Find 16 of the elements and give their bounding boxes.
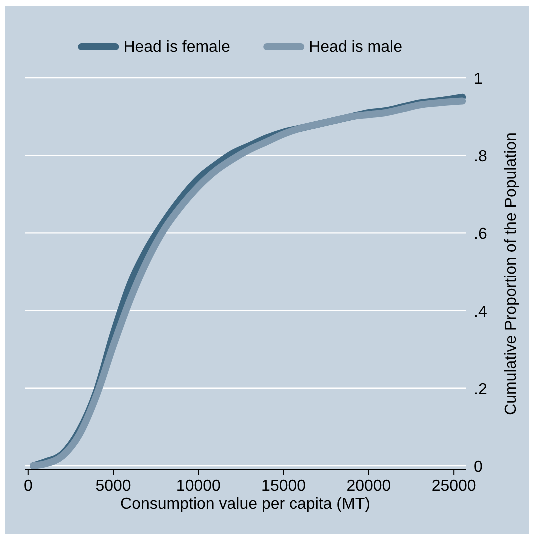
y-tick-label: .8 [474,148,488,166]
y-tick-label: .6 [474,226,488,244]
x-tick-label: 10000 [176,478,222,495]
x-axis-title: Consumption value per capita (MT) [120,496,370,513]
x-tick-label: 20000 [346,478,392,495]
y-tick-label: .2 [474,381,488,398]
x-tick-label: 15000 [262,478,306,495]
legend-label: Head is male [309,39,403,56]
x-tick-label: 5000 [96,478,132,495]
x-tick-label: 25000 [432,478,476,495]
x-tick-label: 0 [24,478,33,495]
y-tick-label: 0 [474,459,483,476]
y-tick-label: .4 [474,304,488,321]
legend-label: Head is female [124,39,231,56]
y-tick-label: 1 [474,71,483,88]
y-axis-title: Cumulative Proportion of the Population [503,132,520,416]
